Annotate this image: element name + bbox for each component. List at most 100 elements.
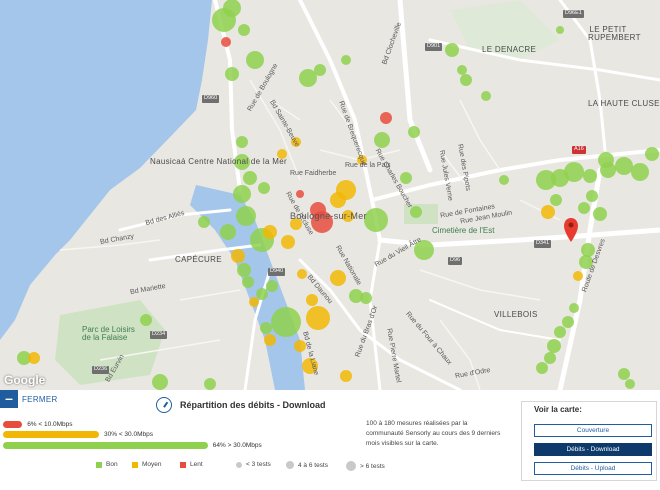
measurement-dot[interactable]: [17, 351, 31, 365]
measurement-dot[interactable]: [198, 216, 210, 228]
measurement-dot[interactable]: [340, 370, 352, 382]
measurement-dot[interactable]: [330, 192, 346, 208]
measurement-dot[interactable]: [445, 43, 459, 57]
measurement-dot[interactable]: [631, 163, 649, 181]
measurement-dot[interactable]: [360, 292, 372, 304]
measurement-dot[interactable]: [264, 334, 276, 346]
measurement-dot[interactable]: [220, 224, 236, 240]
place-villebois: VILLEBOIS: [494, 310, 538, 319]
measurement-dot[interactable]: [236, 206, 256, 226]
measurement-dot[interactable]: [238, 24, 250, 36]
measurement-dot[interactable]: [550, 194, 562, 206]
measurement-dot[interactable]: [225, 67, 239, 81]
measurement-dot[interactable]: [536, 170, 556, 190]
measurement-dot[interactable]: [547, 339, 561, 353]
speed-map[interactable]: Nausicaá Centre National de la Mer Boulo…: [0, 0, 660, 390]
measurement-dot[interactable]: [277, 149, 287, 159]
measurement-dot[interactable]: [598, 152, 614, 168]
measurement-dot[interactable]: [314, 64, 326, 76]
measurement-dot[interactable]: [302, 358, 318, 374]
measurement-dot[interactable]: [281, 235, 295, 249]
measurement-dot[interactable]: [618, 368, 630, 380]
measurement-dot[interactable]: [294, 340, 306, 352]
measurement-dot[interactable]: [400, 172, 412, 184]
measurement-dot[interactable]: [536, 362, 548, 374]
measurement-dot[interactable]: [330, 270, 346, 286]
measurement-dot[interactable]: [140, 314, 152, 326]
measurement-dot[interactable]: [410, 206, 422, 218]
coverage-button[interactable]: Couverture: [534, 424, 652, 437]
measurement-dot[interactable]: [204, 378, 216, 390]
measurement-dot[interactable]: [341, 55, 351, 65]
measurement-dot[interactable]: [246, 51, 264, 69]
road-badge: D940: [268, 268, 286, 276]
measurement-dot[interactable]: [291, 137, 301, 147]
measurement-dot[interactable]: [349, 289, 363, 303]
map-canvas[interactable]: [0, 0, 660, 390]
measurement-dot[interactable]: [581, 243, 595, 257]
measurement-dot[interactable]: [564, 162, 584, 182]
measurement-dot[interactable]: [593, 207, 607, 221]
road-badge: D960: [202, 95, 220, 103]
measurement-dot[interactable]: [583, 169, 597, 183]
measurement-dot[interactable]: [290, 218, 302, 230]
measurement-dot[interactable]: [562, 316, 574, 328]
measurement-dot[interactable]: [258, 182, 270, 194]
measurement-dot[interactable]: [299, 69, 317, 87]
measurement-dot[interactable]: [357, 155, 367, 165]
measurement-dot[interactable]: [28, 352, 40, 364]
measurement-dot[interactable]: [541, 205, 555, 219]
measurement-dot[interactable]: [578, 202, 590, 214]
measurement-dot[interactable]: [234, 154, 250, 170]
measurement-dot[interactable]: [645, 147, 659, 161]
measurement-dot[interactable]: [310, 202, 326, 218]
measurement-dot[interactable]: [271, 307, 301, 337]
measurement-dot[interactable]: [249, 297, 259, 307]
measurement-dot[interactable]: [569, 303, 579, 313]
measurement-dot[interactable]: [256, 288, 268, 300]
minus-icon[interactable]: –: [0, 390, 18, 408]
measurement-dot[interactable]: [236, 136, 248, 148]
measurement-dot[interactable]: [556, 26, 564, 34]
measurement-dot[interactable]: [586, 190, 598, 202]
measurement-dot[interactable]: [266, 280, 278, 292]
measurement-dot[interactable]: [231, 249, 245, 263]
measurement-dot[interactable]: [233, 185, 251, 203]
measurement-dot[interactable]: [263, 225, 277, 239]
measurement-dot[interactable]: [297, 269, 307, 279]
measurement-dot[interactable]: [237, 263, 251, 277]
measurement-dot[interactable]: [296, 190, 304, 198]
measurement-dot[interactable]: [499, 175, 509, 185]
panel-title: Répartition des débits - Download: [180, 400, 326, 410]
measurement-dot[interactable]: [481, 91, 491, 101]
measurement-dot[interactable]: [364, 208, 388, 232]
measurement-dot[interactable]: [221, 37, 231, 47]
measurement-dot[interactable]: [625, 379, 635, 389]
download-button[interactable]: Débits - Download: [534, 443, 652, 456]
measurement-dot[interactable]: [408, 126, 420, 138]
measurement-dot[interactable]: [242, 276, 254, 288]
close-label[interactable]: FERMER: [22, 394, 58, 404]
measurement-dot[interactable]: [579, 255, 593, 269]
measurement-dot[interactable]: [615, 157, 633, 175]
measurement-dot[interactable]: [460, 74, 472, 86]
measurement-dot[interactable]: [414, 240, 434, 260]
measurement-dot[interactable]: [374, 132, 390, 148]
upload-button[interactable]: Débits - Upload: [534, 462, 652, 475]
place-parc: Parc de Loisirs de la Falaise: [82, 325, 135, 342]
measurement-dot[interactable]: [573, 271, 583, 281]
measurement-dot[interactable]: [342, 210, 354, 222]
close-control[interactable]: – FERMER: [0, 390, 58, 408]
measurement-dot[interactable]: [306, 294, 318, 306]
location-pin-icon[interactable]: [564, 218, 578, 242]
measurement-dot[interactable]: [152, 374, 168, 390]
measurement-dot[interactable]: [554, 326, 566, 338]
measurement-dot[interactable]: [243, 171, 257, 185]
measurement-dots[interactable]: [17, 0, 659, 390]
measurement-dot[interactable]: [457, 65, 467, 75]
measurement-dot[interactable]: [306, 306, 330, 330]
measurement-dot[interactable]: [223, 0, 241, 17]
measurement-dot[interactable]: [544, 352, 556, 364]
measurement-dot[interactable]: [380, 112, 392, 124]
measurement-dot[interactable]: [260, 322, 272, 334]
